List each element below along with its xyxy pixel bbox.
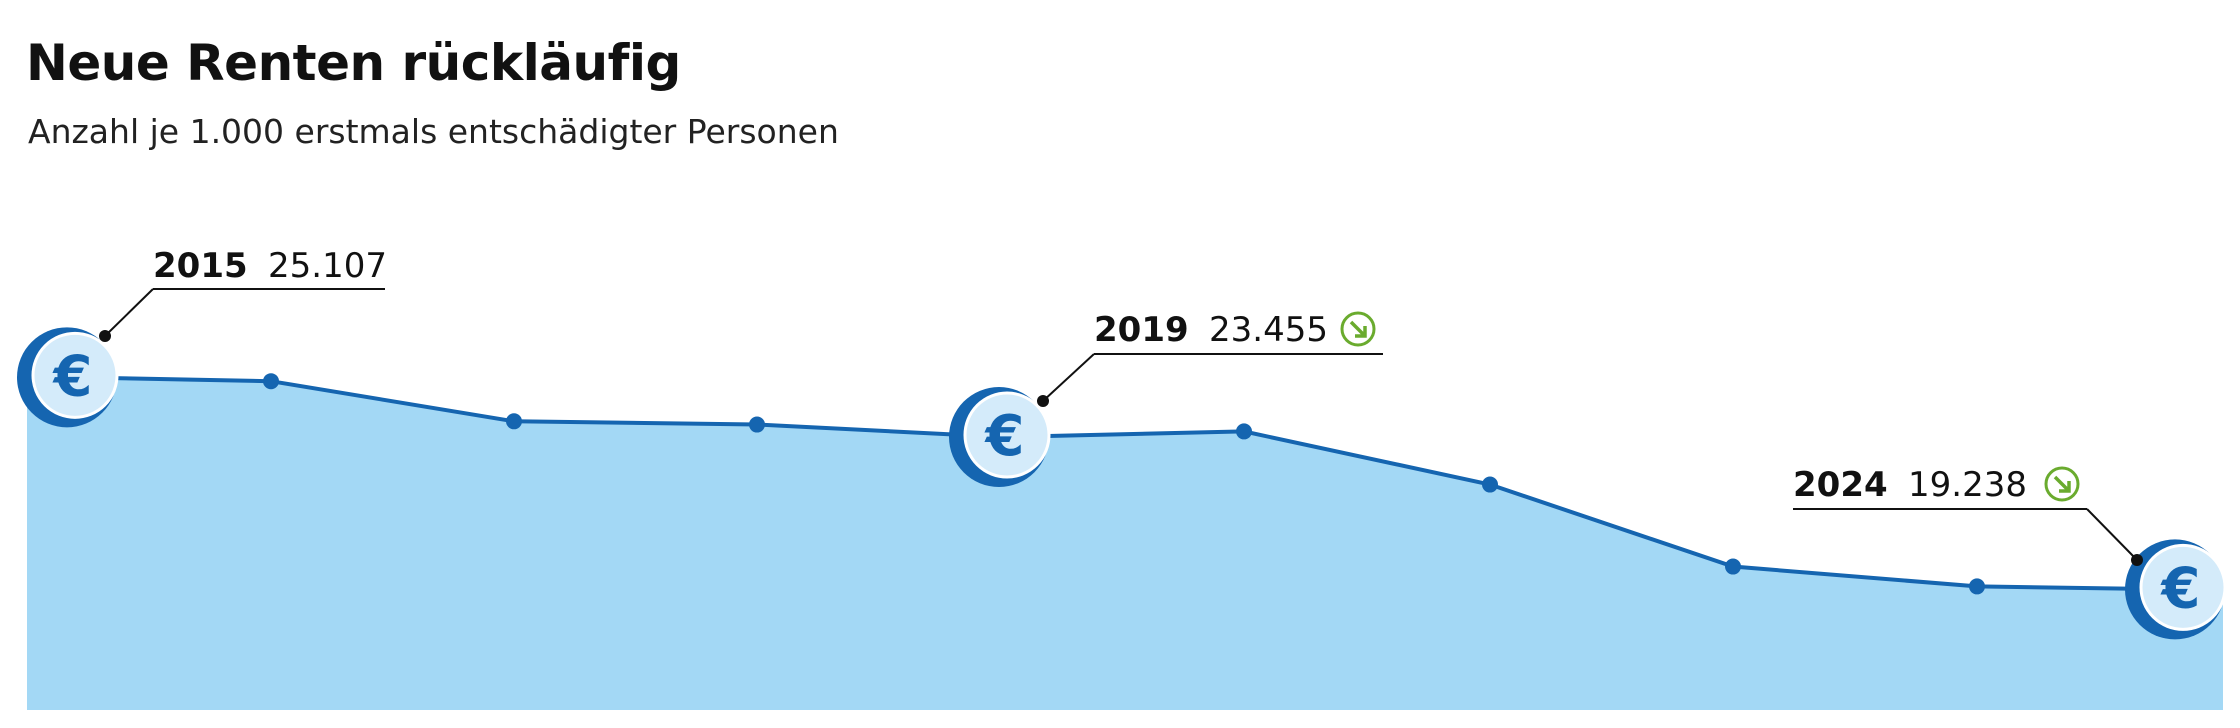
annotation-value-2024: 19.238 bbox=[1908, 465, 2027, 505]
annotation-leader bbox=[1042, 353, 1095, 402]
data-point-2020 bbox=[1236, 423, 1252, 440]
annotation-value-2019: 23.455 bbox=[1209, 310, 1328, 350]
annotation-leader bbox=[2086, 508, 2138, 561]
annotation-value-2015: 25.107 bbox=[268, 246, 387, 286]
annotation-year-2015: 2015 bbox=[153, 246, 248, 286]
data-point-2023 bbox=[1969, 578, 1985, 595]
annotation-year-2024: 2024 bbox=[1793, 465, 1888, 505]
arrow-down-right-circle-icon bbox=[2044, 466, 2080, 502]
euro-symbol: € bbox=[984, 404, 1025, 469]
arrow-glyph bbox=[2053, 475, 2071, 493]
annotation-leader bbox=[104, 288, 154, 337]
annotation-year-2019: 2019 bbox=[1094, 310, 1189, 350]
series-line bbox=[70, 375, 2180, 592]
data-point-2022 bbox=[1725, 558, 1741, 575]
chart-title: Neue Renten rückläufig bbox=[26, 34, 681, 92]
chart-subtitle: Anzahl je 1.000 erstmals entschädigter P… bbox=[28, 112, 839, 151]
arrow-glyph bbox=[1349, 320, 1367, 338]
data-point-2021 bbox=[1482, 476, 1498, 493]
annotation-dot bbox=[2131, 554, 2143, 566]
arrow-down-right-circle-icon bbox=[1340, 311, 1376, 347]
euro-symbol: € bbox=[52, 344, 93, 409]
data-point-2016 bbox=[263, 373, 279, 390]
euro-coin-face bbox=[31, 331, 119, 419]
euro-coin-face bbox=[2139, 543, 2227, 631]
euro-coin-face bbox=[963, 391, 1051, 479]
annotation-dot bbox=[99, 330, 111, 342]
data-point-2018 bbox=[749, 416, 765, 433]
area-fill bbox=[27, 377, 2223, 710]
euro-symbol: € bbox=[2160, 556, 2201, 621]
data-point-2017 bbox=[506, 413, 522, 430]
annotation-dot bbox=[1037, 395, 1049, 407]
